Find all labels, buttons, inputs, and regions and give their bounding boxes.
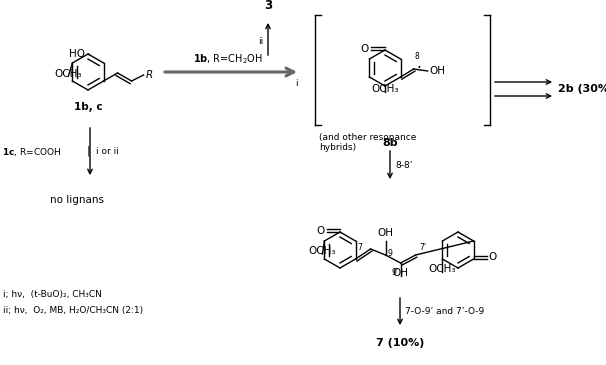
Text: (and other resonance
hybrids): (and other resonance hybrids) <box>319 133 416 153</box>
Text: O: O <box>488 253 497 262</box>
Text: HO: HO <box>69 49 85 59</box>
Text: $\mathbf{1c}$, R=COOH: $\mathbf{1c}$, R=COOH <box>2 146 61 158</box>
Text: 7-O-9’ and 7’-O-9: 7-O-9’ and 7’-O-9 <box>405 307 484 316</box>
Text: 8b: 8b <box>382 138 398 148</box>
Text: OCH₃: OCH₃ <box>371 84 399 94</box>
Text: 9': 9' <box>391 268 399 277</box>
Text: 9: 9 <box>388 249 393 257</box>
Text: i or ii: i or ii <box>96 147 119 157</box>
Text: 7 (10%): 7 (10%) <box>376 338 424 348</box>
Text: 8-8’: 8-8’ <box>395 161 413 169</box>
Text: no lignans: no lignans <box>50 195 104 205</box>
Text: 2b (30%): 2b (30%) <box>558 84 606 94</box>
Text: OCH₃: OCH₃ <box>428 264 456 274</box>
Text: OH: OH <box>378 228 393 238</box>
Text: i: i <box>295 79 298 88</box>
Text: O: O <box>361 43 369 54</box>
Text: OH: OH <box>393 268 408 278</box>
Text: OH: OH <box>430 66 445 76</box>
Text: OCH₃: OCH₃ <box>55 69 82 79</box>
Text: ii: ii <box>258 38 263 46</box>
Text: 3: 3 <box>264 0 272 12</box>
Text: ii; hν,  O₂, MB, H₂O/CH₃CN (2:1): ii; hν, O₂, MB, H₂O/CH₃CN (2:1) <box>3 306 143 315</box>
Text: $\mathbf{1b}$, R=CH$_2$OH: $\mathbf{1b}$, R=CH$_2$OH <box>193 52 263 66</box>
Text: 7: 7 <box>357 242 362 251</box>
Text: |: | <box>86 146 90 156</box>
Text: OCH₃: OCH₃ <box>308 246 336 256</box>
Text: i; hν,  (t-BuO)₂, CH₃CN: i; hν, (t-BuO)₂, CH₃CN <box>3 290 102 299</box>
Text: R: R <box>145 70 153 80</box>
Text: 7': 7' <box>419 242 427 251</box>
Text: 8: 8 <box>415 52 419 61</box>
Text: O: O <box>317 226 325 235</box>
Text: ·: · <box>416 61 421 76</box>
Text: 1b, c: 1b, c <box>74 102 102 112</box>
